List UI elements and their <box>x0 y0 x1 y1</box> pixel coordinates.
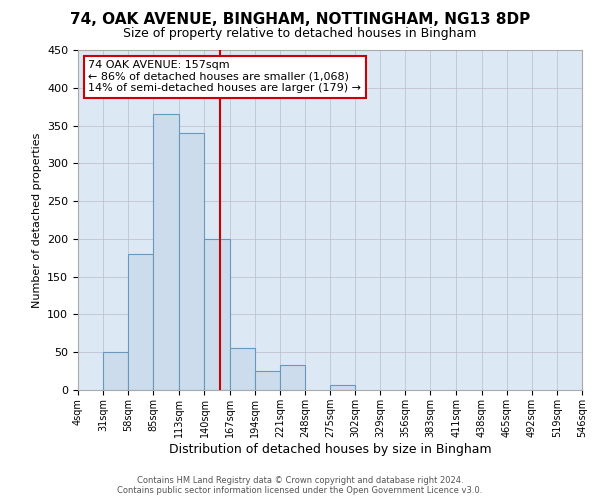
Bar <box>103 352 128 390</box>
Y-axis label: Number of detached properties: Number of detached properties <box>32 132 41 308</box>
Bar <box>280 365 305 390</box>
Bar <box>154 114 179 390</box>
Bar <box>230 348 254 390</box>
Bar <box>205 239 230 390</box>
Text: 74, OAK AVENUE, BINGHAM, NOTTINGHAM, NG13 8DP: 74, OAK AVENUE, BINGHAM, NOTTINGHAM, NG1… <box>70 12 530 28</box>
Text: Size of property relative to detached houses in Bingham: Size of property relative to detached ho… <box>124 28 476 40</box>
Bar <box>330 386 355 390</box>
Text: Contains HM Land Registry data © Crown copyright and database right 2024.
Contai: Contains HM Land Registry data © Crown c… <box>118 476 482 495</box>
Bar <box>254 371 280 390</box>
Bar <box>128 254 154 390</box>
X-axis label: Distribution of detached houses by size in Bingham: Distribution of detached houses by size … <box>169 442 491 456</box>
Bar <box>179 133 205 390</box>
Text: 74 OAK AVENUE: 157sqm
← 86% of detached houses are smaller (1,068)
14% of semi-d: 74 OAK AVENUE: 157sqm ← 86% of detached … <box>88 60 361 94</box>
